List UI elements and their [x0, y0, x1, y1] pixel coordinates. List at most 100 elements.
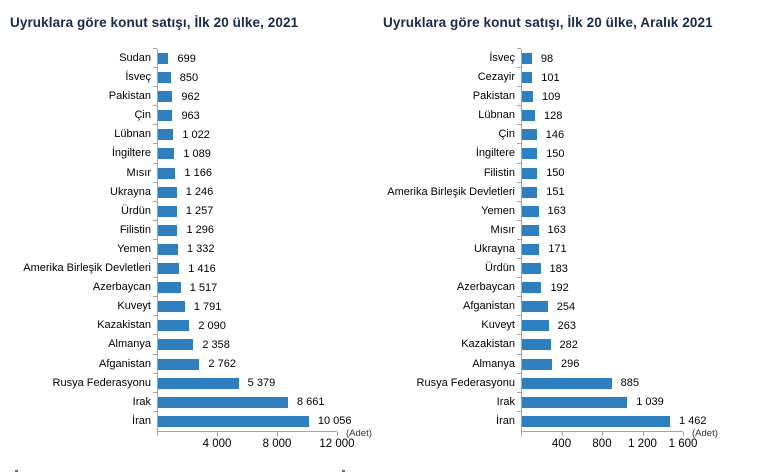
value-label: 8 661 [296, 396, 325, 409]
value-label: 254 [556, 300, 576, 313]
bar-track: 98 [517, 48, 684, 69]
bar [158, 72, 171, 84]
y-axis-tick [153, 334, 157, 336]
bar-track: 850 [153, 67, 338, 88]
chart-row: Pakistan 962 [10, 86, 382, 107]
chart-row: Cezayir 101 [383, 67, 761, 88]
category-label: Mısır [126, 166, 151, 179]
bar [522, 110, 535, 122]
value-label: 962 [181, 90, 200, 103]
category-label: Çin [498, 128, 515, 141]
bar-track: 1 791 [153, 296, 338, 317]
chart-row: Yemen 163 [383, 200, 761, 221]
category-label: Almanya [472, 357, 515, 370]
bar-track: 150 [517, 162, 684, 183]
bar [522, 129, 537, 141]
chart-row: Amerika Birleşik Devletleri 1 416 [10, 258, 382, 279]
chart-row: Pakistan 109 [383, 86, 761, 107]
plot-area: İsveç 98 Cezayir 101 Pakistan 109 Lübnan 128 Çin… [383, 48, 761, 458]
chart-row: Almanya 296 [383, 353, 761, 374]
bar-track: 263 [517, 315, 684, 336]
category-label: Amerika Birleşik Devletleri [387, 185, 515, 198]
y-axis-tick [517, 353, 521, 355]
x-tick-label: 800 [592, 437, 612, 450]
value-label: 150 [546, 148, 565, 161]
bar-track: 1 089 [153, 143, 338, 164]
chart-row: Yemen 1 332 [10, 238, 382, 260]
y-axis-tick [153, 296, 157, 298]
chart-row: Azerbaycan 192 [383, 277, 761, 298]
category-label: Pakistan [108, 90, 151, 103]
bar-track: 254 [517, 296, 684, 317]
bar [522, 205, 539, 217]
category-label: Irak [132, 395, 151, 408]
bar [522, 263, 541, 275]
chart-row: İran 1 462 [383, 410, 761, 431]
value-label: 109 [542, 90, 561, 103]
bar [158, 205, 177, 217]
y-axis-tick [517, 48, 521, 49]
bar-track: 10 056 [153, 410, 351, 431]
value-label: 2 358 [202, 338, 230, 351]
y-axis-tick [517, 124, 521, 126]
axis-unit-label: (Adet) [692, 427, 718, 439]
chart-row: İngiltere 1 089 [10, 143, 382, 164]
chart-row: Rusya Federasyonu 5 379 [10, 372, 382, 393]
bar [522, 339, 551, 351]
chart-row: Ukrayna 1 246 [10, 181, 382, 202]
category-label: İngiltere [475, 147, 515, 160]
bar [158, 91, 173, 103]
category-label: Pakistan [472, 90, 515, 103]
bar [158, 320, 190, 332]
chart-row: Irak 1 039 [383, 391, 761, 412]
category-label: İsveç [125, 71, 151, 84]
y-axis-tick [517, 67, 521, 69]
value-label: 282 [559, 338, 578, 351]
value-label: 1 089 [183, 148, 211, 161]
category-label: Rusya Federasyonu [52, 376, 151, 389]
category-label: Afganistan [463, 300, 515, 313]
category-label: Çin [134, 109, 151, 122]
chart-row: Çin 146 [383, 124, 761, 145]
category-label: İran [496, 414, 515, 427]
bar-track: 171 [517, 238, 684, 260]
x-axis-tick [157, 431, 158, 436]
x-axis-tick [602, 431, 603, 436]
bar-track: 1 022 [153, 124, 338, 145]
category-label: Almanya [108, 338, 151, 351]
bar-track: 885 [517, 372, 684, 393]
y-axis-tick [153, 105, 157, 107]
bar-track: 963 [153, 105, 338, 126]
bar-track: 146 [517, 124, 684, 145]
bar [158, 377, 239, 389]
category-label: Filistin [483, 166, 515, 179]
x-axis-tick [277, 431, 278, 436]
category-label: Kazakistan [461, 338, 515, 351]
value-label: 1 257 [185, 205, 214, 218]
y-axis-tick [153, 277, 157, 279]
y-axis-tick [517, 162, 521, 164]
x-axis-tick [683, 431, 684, 436]
y-axis-tick [517, 258, 521, 260]
bar [522, 72, 533, 84]
bar [522, 224, 539, 236]
bar [158, 339, 194, 351]
x-axis: (Adet) 4 000 8 000 12 000 [157, 428, 372, 458]
chart-row: Sudan 699 [10, 48, 382, 69]
category-label: Yemen [481, 204, 515, 217]
value-label: 1 246 [185, 186, 214, 199]
bar-track: 699 [153, 48, 338, 69]
value-label: 163 [547, 224, 566, 237]
value-label: 885 [620, 377, 639, 390]
bar [522, 167, 538, 179]
bar [158, 167, 176, 179]
x-axis-tick [642, 431, 644, 436]
category-label: İsveç [489, 52, 515, 64]
category-label: Amerika Birleşik Devletleri [23, 262, 151, 275]
bar [158, 224, 178, 236]
chart-row: Kuveyt 1 791 [10, 296, 382, 317]
bar-track: 8 661 [153, 391, 338, 412]
bar-track: 962 [153, 86, 338, 107]
y-axis-tick [153, 219, 157, 221]
